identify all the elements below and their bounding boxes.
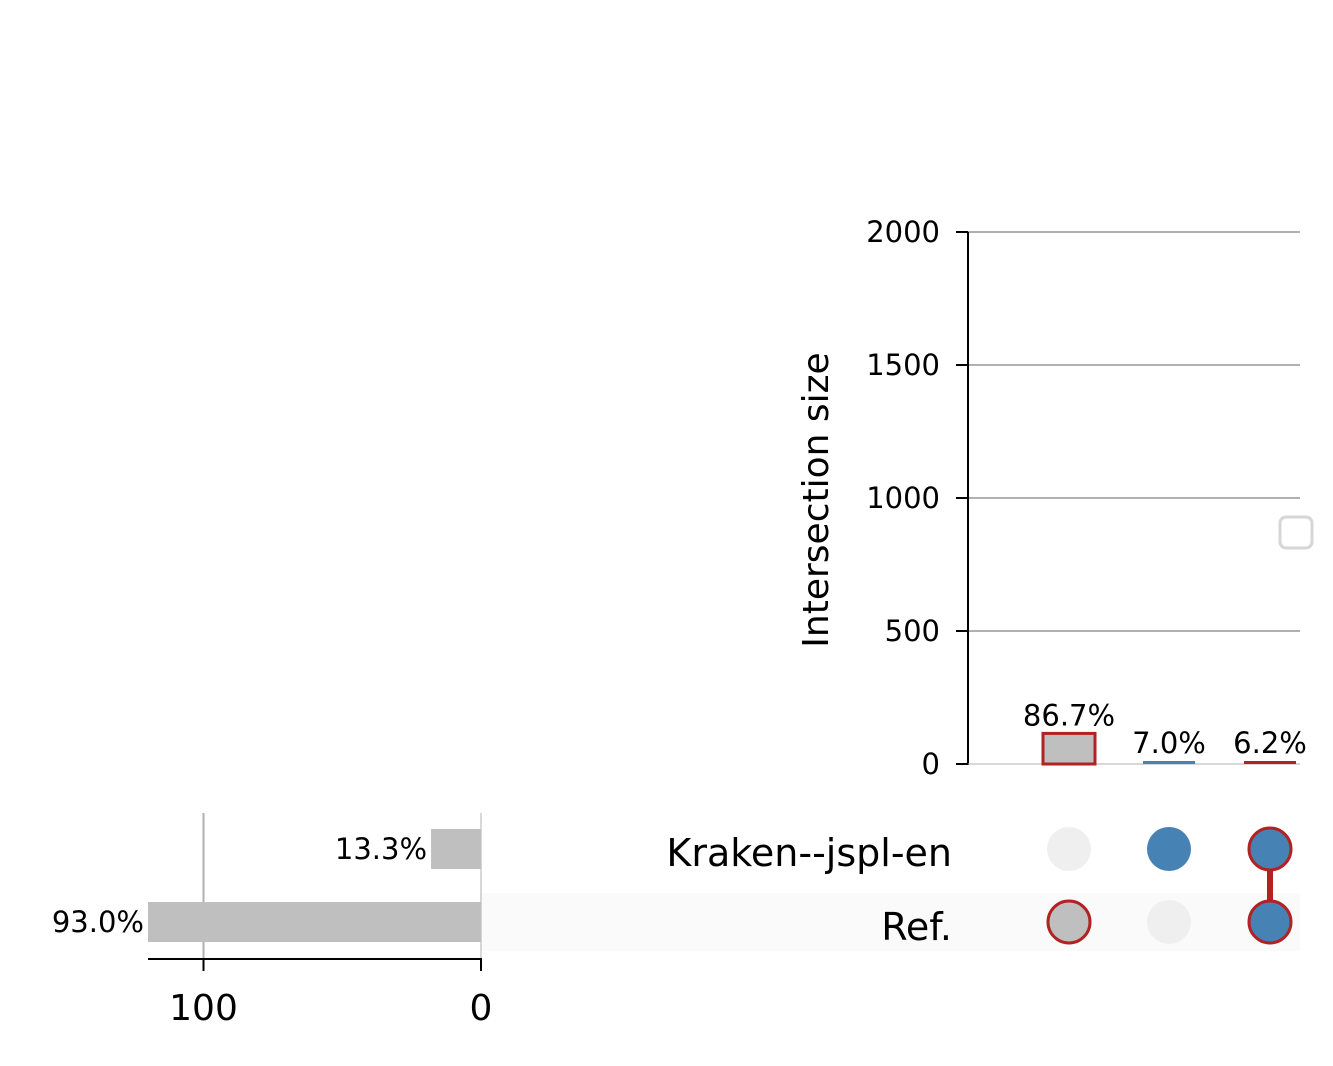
intersection-bars <box>1041 731 1296 766</box>
intersection-matrix: Kraken--jspl-en Ref. <box>666 826 1293 949</box>
set-label-ref: Ref. <box>881 905 952 949</box>
matrix-dot-inactive <box>1147 900 1191 944</box>
intersection-y-label: Intersection size <box>796 352 837 647</box>
matrix-dots <box>1046 826 1293 945</box>
set-size-x-tick-label: 100 <box>169 988 238 1029</box>
intersection-y-ticks: 0 500 1000 1500 2000 <box>866 215 968 781</box>
intersection-size-chart: 0 500 1000 1500 2000 86.7% 7.0% 6.2% Intersect… <box>796 215 1314 781</box>
intersection-y-tick-label: 1500 <box>866 348 940 382</box>
matrix-dot-active <box>1247 826 1293 872</box>
set-size-bars <box>148 829 481 942</box>
set-size-bar-label: 13.3% <box>335 832 427 866</box>
set-size-bar-label: 93.0% <box>52 905 144 939</box>
set-size-bar-labels: 13.3% 93.0% <box>52 832 427 939</box>
intersection-gridlines <box>968 231 1300 632</box>
set-size-x-ticks: 100 0 <box>169 959 492 1029</box>
set-label-kraken: Kraken--jspl-en <box>666 831 952 875</box>
set-size-bar <box>431 829 481 869</box>
matrix-dot-active <box>1247 899 1293 945</box>
intersection-bar-label: 6.2% <box>1233 726 1307 760</box>
intersection-y-tick-label: 0 <box>922 747 940 781</box>
intersection-bar-labels: 86.7% 7.0% 6.2% <box>1023 698 1307 760</box>
intersection-bar-label: 86.7% <box>1023 698 1115 732</box>
intersection-y-tick-label: 2000 <box>866 215 940 249</box>
intersection-y-tick-label: 500 <box>885 614 940 648</box>
set-size-chart: 13.3% 93.0% 100 0 <box>52 813 492 1029</box>
matrix-dot-inactive <box>1047 827 1091 871</box>
intersection-y-tick-label: 1000 <box>866 481 940 515</box>
legend-box <box>1278 515 1314 550</box>
set-size-x-tick-label: 0 <box>470 988 493 1029</box>
set-size-bar <box>148 902 481 942</box>
intersection-bar <box>1041 731 1097 766</box>
matrix-dot-active <box>1147 827 1191 871</box>
matrix-dot-active <box>1046 899 1092 945</box>
intersection-bar-label: 7.0% <box>1132 726 1206 760</box>
intersection-bar <box>1143 761 1195 764</box>
intersection-bar <box>1244 761 1296 764</box>
